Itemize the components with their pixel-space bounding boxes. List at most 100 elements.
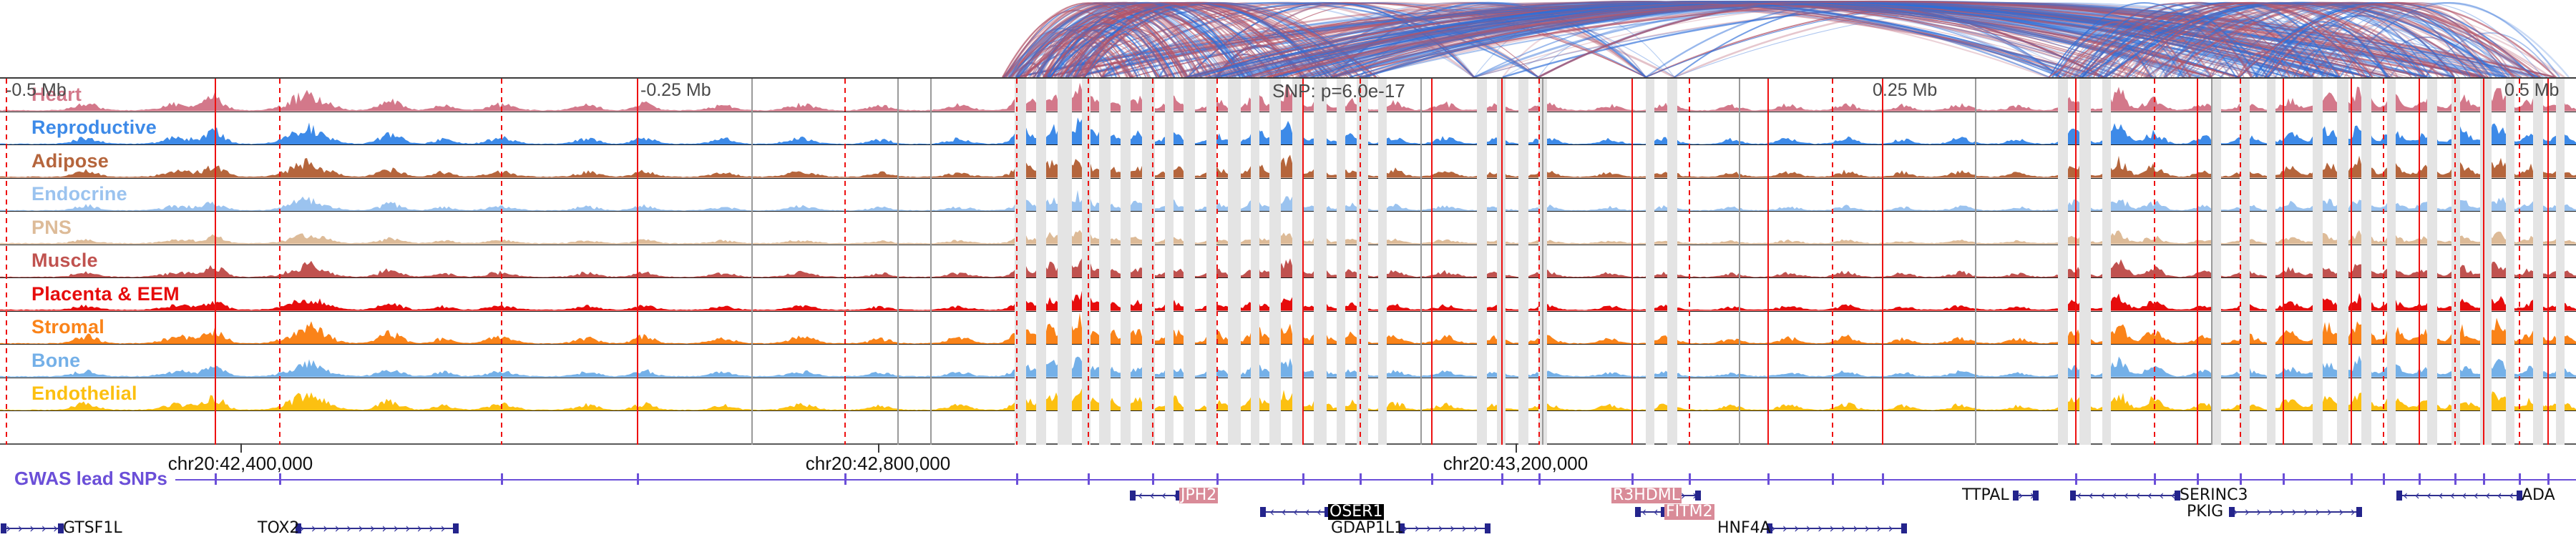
track-endocrine[interactable]: Endocrine <box>0 179 2576 212</box>
track-pns[interactable]: PNS <box>0 212 2576 245</box>
track-stromal[interactable]: Stromal <box>0 312 2576 345</box>
gwas-snp-tick[interactable] <box>2240 473 2242 485</box>
gwas-snp-tick[interactable] <box>279 473 281 485</box>
gene-exon <box>2396 491 2402 501</box>
gene-exon <box>1485 523 1491 533</box>
gwas-snp-tick[interactable] <box>1767 473 1770 485</box>
gwas-snp-tick[interactable] <box>1302 473 1304 485</box>
gwas-snp-tick[interactable] <box>2154 473 2156 485</box>
gene-label[interactable]: SERINC3 <box>2180 486 2248 504</box>
track-bone[interactable]: Bone <box>0 345 2576 378</box>
gwas-snp-tick[interactable] <box>1431 473 1433 485</box>
track-adipose[interactable]: Adipose <box>0 145 2576 179</box>
gene-body <box>1401 528 1488 529</box>
gene-strand-arrows: ››››››››››››››› <box>2231 504 2360 520</box>
ruler-tick <box>1516 443 1517 453</box>
ruler-label: chr20:43,200,000 <box>1443 453 1589 474</box>
gwas-snp-tick[interactable] <box>215 473 217 485</box>
gene-strand-arrows: ›› <box>2016 488 2035 503</box>
gene-body <box>3 528 62 529</box>
gwas-snp-tick[interactable] <box>2283 473 2285 485</box>
gwas-snp-tick[interactable] <box>1689 473 1691 485</box>
gene-exon <box>1399 523 1405 533</box>
gene-body <box>2399 495 2520 496</box>
track-heart[interactable]: Heart <box>0 79 2576 112</box>
gwas-snp-tick[interactable] <box>501 473 503 485</box>
gene-strand-arrows: ‹‹‹‹‹‹‹‹‹‹‹‹‹ <box>2401 488 2520 503</box>
gene-label[interactable]: OSER1 <box>1328 503 1385 521</box>
gene-label[interactable]: GTSF1L <box>63 519 122 537</box>
gene-label[interactable]: JPH2 <box>1179 486 1219 504</box>
gene-exon <box>1767 523 1772 533</box>
gene-body <box>2072 495 2178 496</box>
gwas-snp-tick[interactable] <box>1360 473 1362 485</box>
gwas-snp-tick[interactable] <box>2383 473 2385 485</box>
gene-label[interactable]: FITM2 <box>1664 503 1714 521</box>
gene-exon <box>1635 507 1641 517</box>
gwas-snp-tick[interactable] <box>1832 473 1834 485</box>
gene-exon <box>1695 491 1701 501</box>
gwas-snp-tick[interactable] <box>2419 473 2421 485</box>
gwas-snp-tick[interactable] <box>2547 473 2550 485</box>
gene-row-1: ‹‹‹‹‹‹OSER1 ‹‹FITM2 ››››››››››››››› PKIG <box>0 504 2576 520</box>
gene-body <box>1132 495 1179 496</box>
gwas-snp-tick[interactable] <box>1882 473 1884 485</box>
gene-strand-arrows: ›››››› <box>4 521 60 536</box>
gene-exon <box>1130 491 1136 501</box>
ruler-line <box>0 443 2576 445</box>
gene-strand-arrows: ‹‹‹‹ <box>1136 488 1178 503</box>
signal-profile <box>0 145 2576 178</box>
gwas-snp-tick[interactable] <box>2351 473 2353 485</box>
gene-body <box>298 528 457 529</box>
gwas-snp-tick[interactable] <box>844 473 847 485</box>
signal-profile <box>0 79 2576 112</box>
track-host: Heart Reproductive Adipose Endocrine PNS Musc… <box>0 79 2576 411</box>
gene-label[interactable]: R3HDML <box>1611 486 1682 504</box>
gwas-snp-tick[interactable] <box>2075 473 2077 485</box>
gene-label[interactable]: TTPAL <box>1962 486 2009 504</box>
gwas-snp-tick[interactable] <box>2519 473 2521 485</box>
gwas-snp-tick[interactable] <box>1631 473 1634 485</box>
gene-label[interactable]: GDAP1L1 <box>1331 519 1405 537</box>
gwas-snp-tick[interactable] <box>637 473 639 485</box>
gene-body <box>2231 511 2360 513</box>
gwas-snp-tick[interactable] <box>1501 473 1503 485</box>
gene-exon <box>2175 491 2180 501</box>
gene-exon <box>1260 507 1266 517</box>
gene-strand-arrows: ‹‹‹‹‹‹ <box>1268 504 1327 520</box>
gene-strand-arrows: ››››››››› <box>1401 521 1484 536</box>
gene-label[interactable]: ADA <box>2522 486 2555 504</box>
gwas-snp-tick[interactable] <box>1216 473 1219 485</box>
gwas-snp-tick[interactable] <box>2197 473 2199 485</box>
gwas-snp-tick[interactable] <box>1152 473 1154 485</box>
gwas-snp-tick[interactable] <box>1538 473 1541 485</box>
gene-exon <box>1661 507 1667 517</box>
gene-exon <box>1 523 6 533</box>
ruler-label: chr20:42,800,000 <box>805 453 951 474</box>
track-placenta-eem[interactable]: Placenta & EEM <box>0 278 2576 312</box>
track-muscle[interactable]: Muscle <box>0 245 2576 278</box>
gwas-snp-tick[interactable] <box>1016 473 1018 485</box>
track-reproductive[interactable]: Reproductive <box>0 112 2576 145</box>
gene-label[interactable]: PKIG <box>2187 503 2224 521</box>
gene-exon <box>1176 491 1181 501</box>
gene-exon <box>1901 523 1907 533</box>
gwas-span-line <box>175 479 2576 481</box>
ruler-tick <box>240 443 242 453</box>
gene-label[interactable]: HNF4A <box>1717 519 1771 537</box>
gwas-snp-tick[interactable] <box>1088 473 1090 485</box>
gene-strand-arrows: ››››››››››››››› <box>1769 521 1902 536</box>
gene-exon <box>2356 507 2362 517</box>
gene-body <box>1667 495 1699 496</box>
track-endothelial[interactable]: Endothelial <box>0 378 2576 411</box>
gene-exon <box>2229 507 2235 517</box>
gene-body <box>1769 528 1905 529</box>
gene-exon <box>2517 491 2522 501</box>
signal-profile <box>0 378 2576 410</box>
gene-label[interactable]: TOX2 <box>258 519 300 537</box>
gene-strand-arrows: ›››››››››››››››››› <box>298 521 457 536</box>
gwas-snp-tick[interactable] <box>2483 473 2485 485</box>
signal-profile <box>0 345 2576 378</box>
gene-strand-arrows: ‹‹ <box>1640 504 1664 520</box>
gwas-snp-tick[interactable] <box>2454 473 2457 485</box>
